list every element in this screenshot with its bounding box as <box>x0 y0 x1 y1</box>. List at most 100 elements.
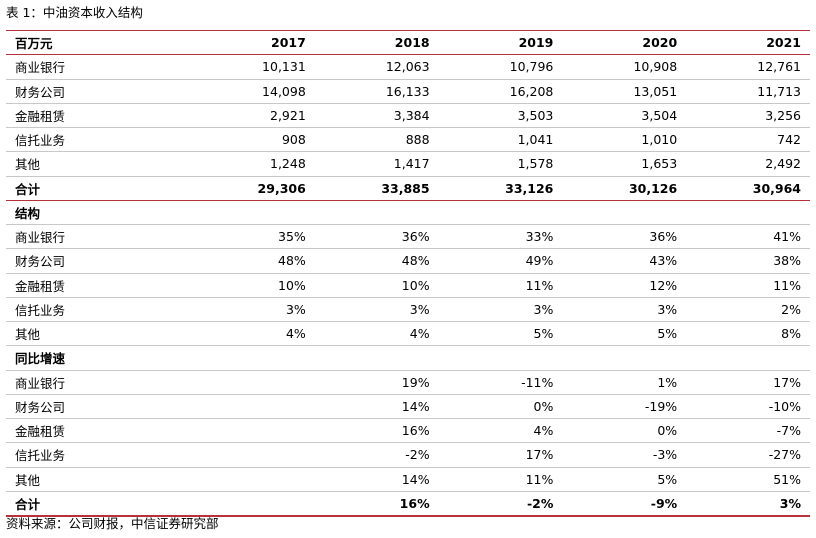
growth-total-row: 合计 16% -2% -9% 3% <box>6 491 810 517</box>
row-label: 财务公司 <box>6 248 191 274</box>
table-row: 财务公司 14% 0% -19% -10% <box>6 394 810 420</box>
table-row: 金融租赁 16% 4% 0% -7% <box>6 418 810 444</box>
row-label: 商业银行 <box>6 370 191 395</box>
table-cell: 36% <box>562 224 687 250</box>
table-row: 其他 4% 4% 5% 5% 8% <box>6 321 810 347</box>
table-cell: 35% <box>191 224 315 250</box>
table-cell: 3,503 <box>438 103 563 129</box>
table-row: 商业银行 19% -11% 1% 17% <box>6 370 810 395</box>
year-header: 2017 <box>191 29 315 56</box>
table-cell: 3,384 <box>314 103 439 129</box>
table-cell: 11% <box>438 467 563 492</box>
table-row: 财务公司 14,098 16,133 16,208 13,051 11,713 <box>6 79 810 104</box>
table-row: 其他 14% 11% 5% 51% <box>6 467 810 492</box>
table-cell: 10,908 <box>562 54 687 80</box>
table-row: 信托业务 908 888 1,041 1,010 742 <box>6 127 810 153</box>
table-cell: 1,010 <box>562 127 687 153</box>
year-header: 2020 <box>562 29 687 56</box>
row-label: 金融租赁 <box>6 273 191 298</box>
unit-header: 百万元 <box>6 29 191 56</box>
table-cell: 1,417 <box>314 151 439 177</box>
table-cell: 11% <box>686 273 810 298</box>
row-label: 金融租赁 <box>6 103 191 129</box>
table-cell <box>191 394 315 420</box>
row-label: 合计 <box>6 491 191 517</box>
year-header: 2021 <box>686 29 810 56</box>
structure-section-header: 结构 <box>6 200 810 226</box>
table-cell: -3% <box>562 442 687 468</box>
table-cell: 48% <box>191 248 315 274</box>
table-cell: 33% <box>438 224 563 250</box>
table-cell: 2,921 <box>191 103 315 129</box>
table-cell: 10% <box>314 273 439 298</box>
table-cell: 14% <box>314 394 439 420</box>
structure-section: 商业银行 35% 36% 33% 36% 41% 财务公司 48% 48% 49% 43% 38% 金融… <box>6 224 810 347</box>
table-cell: 43% <box>562 248 687 274</box>
revenue-structure-table: 百万元 2017 2018 2019 2020 2021 商业银行 10,131 1… <box>6 29 810 517</box>
table-cell: 48% <box>314 248 439 274</box>
table-cell: 49% <box>438 248 563 274</box>
table-cell: -9% <box>562 491 687 517</box>
table-row: 其他 1,248 1,417 1,578 1,653 2,492 <box>6 151 810 177</box>
table-cell <box>191 442 315 468</box>
table-cell: 16% <box>314 418 439 444</box>
table-cell: 13,051 <box>562 79 687 104</box>
table-row: 信托业务 3% 3% 3% 3% 2% <box>6 297 810 323</box>
table-cell: 41% <box>686 224 810 250</box>
table-cell: 51% <box>686 467 810 492</box>
table-cell <box>191 418 315 444</box>
table-cell: 1,041 <box>438 127 563 153</box>
table-row: 金融租赁 2,921 3,384 3,503 3,504 3,256 <box>6 103 810 129</box>
year-header: 2018 <box>314 29 439 56</box>
table-cell: 3% <box>686 491 810 517</box>
row-label: 金融租赁 <box>6 418 191 444</box>
table-cell: 38% <box>686 248 810 274</box>
row-label: 商业银行 <box>6 224 191 250</box>
table-cell: 3,256 <box>686 103 810 129</box>
table-cell: 3% <box>438 297 563 323</box>
growth-section: 商业银行 19% -11% 1% 17% 财务公司 14% 0% -19% -10% 金融租赁 16%… <box>6 370 810 492</box>
table-cell: 17% <box>686 370 810 395</box>
table-cell: 29,306 <box>191 176 315 201</box>
row-label: 财务公司 <box>6 79 191 104</box>
table-cell: 16% <box>314 491 439 517</box>
table-cell: 10% <box>191 273 315 298</box>
row-label: 信托业务 <box>6 297 191 323</box>
row-label: 其他 <box>6 151 191 177</box>
row-label: 信托业务 <box>6 442 191 468</box>
growth-section-header: 同比增速 <box>6 345 810 371</box>
table-cell: 2,492 <box>686 151 810 177</box>
table-cell: 12% <box>562 273 687 298</box>
row-label: 其他 <box>6 467 191 492</box>
table-cell: 3% <box>562 297 687 323</box>
table-cell: 10,796 <box>438 54 563 80</box>
table-cell: 30,126 <box>562 176 687 201</box>
table-cell: 10,131 <box>191 54 315 80</box>
table-row: 商业银行 10,131 12,063 10,796 10,908 12,761 <box>6 54 810 80</box>
table-cell: 2% <box>686 297 810 323</box>
table-cell: -11% <box>438 370 563 395</box>
table-cell: 16,133 <box>314 79 439 104</box>
table-caption: 表 1：中油资本收入结构 <box>6 5 143 20</box>
table-cell: 8% <box>686 321 810 347</box>
table-cell <box>191 467 315 492</box>
table-cell: 33,885 <box>314 176 439 201</box>
table-cell: 5% <box>438 321 563 347</box>
row-label: 商业银行 <box>6 54 191 80</box>
table-cell: 1,248 <box>191 151 315 177</box>
table-cell: -2% <box>438 491 563 517</box>
table-cell: -27% <box>686 442 810 468</box>
row-label: 合计 <box>6 176 191 201</box>
table-cell: -7% <box>686 418 810 444</box>
row-label: 信托业务 <box>6 127 191 153</box>
table-cell: 33,126 <box>438 176 563 201</box>
table-cell: 11,713 <box>686 79 810 104</box>
table-row: 商业银行 35% 36% 33% 36% 41% <box>6 224 810 250</box>
revenue-total-row: 合计 29,306 33,885 33,126 30,126 30,964 <box>6 176 810 201</box>
section-title: 结构 <box>6 200 191 226</box>
table-cell: 19% <box>314 370 439 395</box>
table-row: 财务公司 48% 48% 49% 43% 38% <box>6 248 810 274</box>
table-row: 金融租赁 10% 10% 11% 12% 11% <box>6 273 810 298</box>
table-cell: 742 <box>686 127 810 153</box>
table-cell: 0% <box>562 418 687 444</box>
